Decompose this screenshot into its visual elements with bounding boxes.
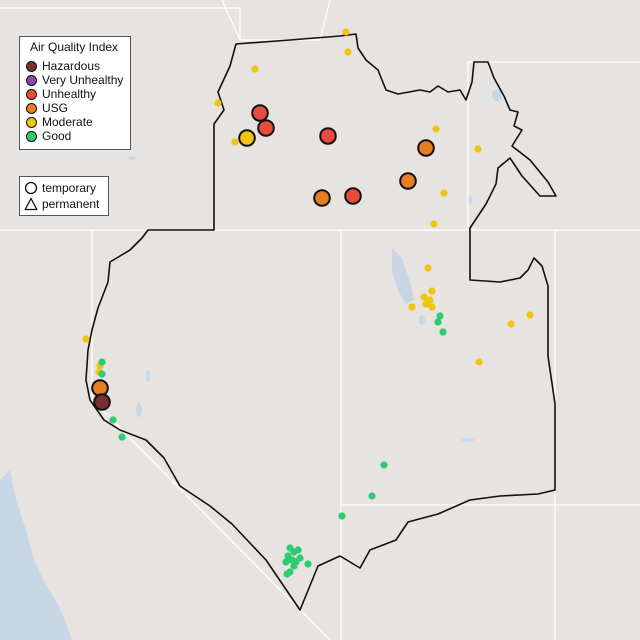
permanent-monitor-marker [290,562,298,570]
permanent-monitor-marker [474,145,482,153]
temporary-monitor-marker [238,129,256,147]
oregon-idaho-line [0,7,241,40]
permanent-monitor-marker [440,189,448,197]
aqi-legend: Air Quality Index Hazardous Very Unhealt… [19,36,131,150]
monitor-type-legend: temporary permanent [19,176,109,216]
permanent-monitor-marker [368,492,376,500]
permanent-monitor-marker [434,318,442,326]
permanent-monitor-marker [432,125,440,133]
utah-lake [419,315,425,325]
permanent-monitor-marker [436,312,444,320]
aqi-legend-title: Air Quality Index [30,40,119,54]
pacific-ocean [0,470,72,640]
permanent-monitor-marker [428,287,436,295]
circle-outline-icon [24,181,38,195]
monitor-markers [82,28,534,578]
legend-label: Hazardous [42,59,101,73]
temporary-monitor-marker [399,172,417,190]
permanent-monitor-marker [82,335,90,343]
very-unhealthy-swatch [26,74,37,86]
permanent-monitor-marker [338,512,346,520]
temporary-monitor-marker [417,139,435,157]
permanent-monitor-marker [342,28,350,36]
lake-tahoe [136,403,142,417]
permanent-monitor-marker [408,303,416,311]
permanent-monitor-marker [428,303,436,311]
legend-label: Good [42,129,72,143]
legend-label: permanent [42,197,100,211]
yellowstone-lake [492,89,502,101]
legend-item-very-unhealthy: Very Unhealthy [26,73,123,87]
legend-label: Very Unhealthy [42,73,124,87]
reservoir-idaho [128,156,136,160]
legend-label: USG [42,101,69,115]
great-salt-lake [392,248,414,304]
permanent-monitor-marker [439,328,447,336]
legend-item-usg: USG [26,101,68,115]
legend-item-permanent: permanent [24,196,99,212]
smoke-region-boundary [85,33,557,611]
temporary-monitor-marker [257,119,275,137]
hazardous-swatch [26,60,37,72]
permanent-monitor-marker [294,546,302,554]
permanent-monitor-marker [526,311,534,319]
permanent-monitor-marker [420,293,428,301]
pyramid-lake [146,370,150,382]
permanent-monitor-marker [231,138,239,146]
usg-swatch [26,102,37,114]
legend-item-temporary: temporary [24,180,96,196]
permanent-monitor-marker [296,554,304,562]
permanent-monitor-marker [214,99,222,107]
moderate-swatch [26,116,37,128]
california-nevada-line [91,230,331,640]
temporary-monitor-marker [93,393,111,411]
permanent-monitor-marker [251,65,259,73]
permanent-monitor-marker [109,416,117,424]
permanent-monitor-marker [98,370,106,378]
legend-item-good: Good [26,129,71,143]
unhealthy-swatch [26,88,37,100]
permanent-monitor-marker [283,570,291,578]
permanent-monitor-marker [430,220,438,228]
permanent-monitor-marker [282,558,290,566]
permanent-monitor-marker [507,320,515,328]
legend-item-moderate: Moderate [26,115,93,129]
permanent-monitor-marker [380,461,388,469]
bear-lake [468,195,472,205]
temporary-monitor-marker [313,189,331,207]
temporary-monitor-marker [251,104,269,122]
lake-powell [462,438,474,442]
permanent-monitor-marker [304,560,312,568]
legend-label: Unhealthy [42,87,97,101]
permanent-monitor-marker [475,358,483,366]
permanent-monitor-marker [344,48,352,56]
good-swatch [26,130,37,142]
legend-label: Moderate [42,115,93,129]
legend-item-hazardous: Hazardous [26,59,100,73]
permanent-monitor-marker [422,300,430,308]
permanent-monitor-marker [118,433,126,441]
temporary-monitor-marker [344,187,362,205]
legend-item-unhealthy: Unhealthy [26,87,96,101]
triangle-outline-icon [24,197,38,211]
permanent-monitor-marker [98,358,106,366]
legend-label: temporary [42,181,97,195]
permanent-monitor-marker [424,264,432,272]
temporary-monitor-marker [319,127,337,145]
